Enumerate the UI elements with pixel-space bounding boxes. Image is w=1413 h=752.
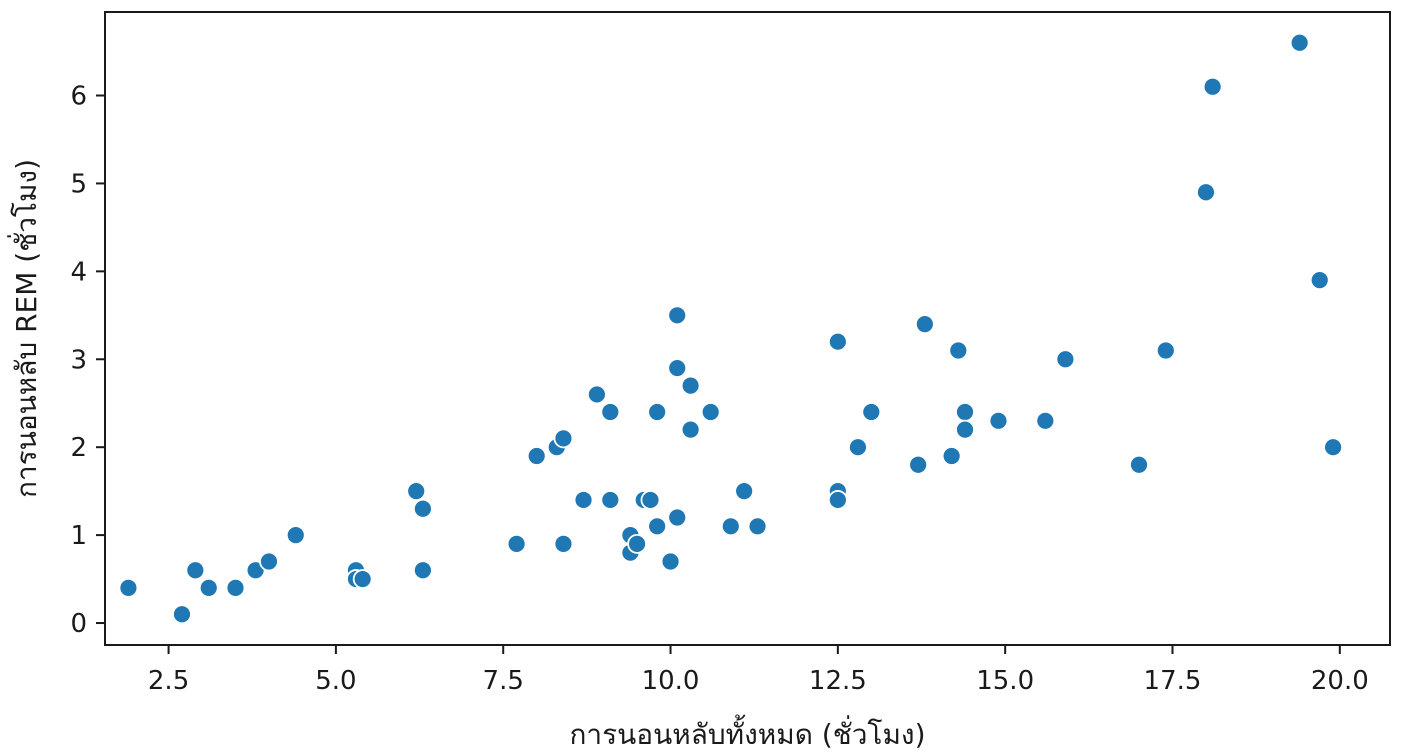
scatter-point-6 xyxy=(259,551,279,572)
scatter-point-47 xyxy=(941,446,962,466)
x-tick-label: 17.5 xyxy=(1144,666,1202,696)
scatter-point-30 xyxy=(660,551,681,572)
x-tick-label: 2.5 xyxy=(148,666,189,696)
y-axis-title: การนอนหลับ REM (ชั่วโมง) xyxy=(7,159,43,498)
scatter-point-39 xyxy=(747,516,768,537)
scatter-point-51 xyxy=(988,410,1009,431)
scatter-point-33 xyxy=(667,507,688,528)
scatter-point-48 xyxy=(948,340,969,361)
scatter-point-11 xyxy=(406,481,427,502)
scatter-point-34 xyxy=(680,375,701,396)
scatter-point-38 xyxy=(734,481,755,502)
y-tick-label: 6 xyxy=(70,82,87,112)
x-axis-ticks: 2.5 5.0 7.5 10.0 12.5 15.0 17.5 20.0 xyxy=(148,645,1369,696)
scatter-point-22 xyxy=(600,490,621,510)
scatter-point-21 xyxy=(600,402,621,422)
scatter-point-15 xyxy=(526,446,547,466)
x-tick-label: 20.0 xyxy=(1311,666,1369,696)
scatter-point-0 xyxy=(118,577,139,598)
y-tick-label: 4 xyxy=(70,257,87,287)
scatter-point-55 xyxy=(1155,340,1176,361)
scatter-point-59 xyxy=(1309,270,1330,291)
scatter-point-31 xyxy=(667,305,688,326)
x-axis-title: การนอนหลับทั้งหมด (ชั่วโมง) xyxy=(569,714,925,751)
y-tick-label: 2 xyxy=(70,433,87,463)
scatter-point-10 xyxy=(352,569,373,589)
scatter-point-45 xyxy=(908,454,929,475)
scatter-point-25 xyxy=(627,534,647,554)
scatter-point-14 xyxy=(506,534,527,554)
scatter-point-40 xyxy=(827,331,848,352)
scatter-point-19 xyxy=(573,490,594,510)
scatter-point-53 xyxy=(1055,349,1076,370)
scatter-point-44 xyxy=(861,402,882,422)
scatter-point-36 xyxy=(700,402,721,422)
scatter-point-29 xyxy=(647,516,668,537)
scatter-point-50 xyxy=(955,419,975,440)
scatter-point-57 xyxy=(1202,76,1223,97)
scatter-point-20 xyxy=(587,384,607,405)
scatter-point-13 xyxy=(412,560,433,581)
scatter-point-12 xyxy=(412,498,433,519)
scatter-point-60 xyxy=(1323,437,1344,458)
scatter-point-4 xyxy=(225,577,246,598)
y-tick-label: 1 xyxy=(70,521,87,551)
x-tick-label: 7.5 xyxy=(483,666,524,696)
scatter-point-32 xyxy=(667,358,688,378)
scatter-point-56 xyxy=(1196,182,1216,203)
scatter-point-3 xyxy=(198,577,219,598)
x-tick-label: 12.5 xyxy=(809,666,867,696)
scatter-point-2 xyxy=(185,560,206,581)
scatter-point-49 xyxy=(955,402,975,422)
scatter-point-1 xyxy=(172,604,192,625)
scatter-point-18 xyxy=(553,534,574,554)
scatter-point-58 xyxy=(1289,32,1310,53)
y-tick-label: 5 xyxy=(70,169,87,199)
scatter-point-17 xyxy=(553,428,574,449)
scatter-point-54 xyxy=(1129,454,1149,475)
scatter-point-28 xyxy=(647,402,668,422)
scatter-point-52 xyxy=(1035,410,1056,431)
scatter-point-42 xyxy=(827,490,848,510)
x-tick-label: 5.0 xyxy=(315,666,356,696)
scatter-point-37 xyxy=(720,516,741,537)
y-tick-label: 0 xyxy=(70,609,87,639)
scatter-point-27 xyxy=(640,490,661,510)
y-tick-label: 3 xyxy=(70,345,87,375)
scatter-point-7 xyxy=(285,525,306,545)
x-tick-label: 10.0 xyxy=(642,666,700,696)
scatter-point-35 xyxy=(680,419,701,440)
x-tick-label: 15.0 xyxy=(976,666,1034,696)
scatter-point-46 xyxy=(914,314,935,335)
plot-area-frame xyxy=(104,11,1391,646)
scatter-points xyxy=(118,32,1344,625)
scatter-point-43 xyxy=(848,437,868,458)
y-axis-ticks: 0 1 2 3 4 5 6 xyxy=(70,82,105,639)
